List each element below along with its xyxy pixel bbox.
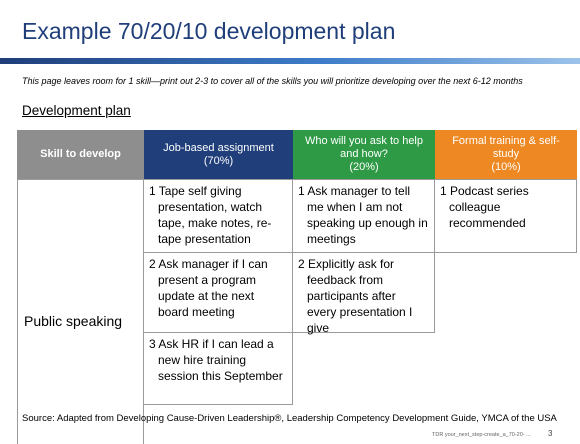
development-plan-table: Skill to develop Job-based assignment (7… — [17, 130, 577, 444]
footer-text: TDR your_next_step-create_a_70-20- ... — [432, 432, 531, 438]
header-training-line1: Formal training & self-study — [452, 135, 560, 160]
page-number: 3 — [548, 429, 553, 438]
ask-item-1: 1 Ask manager to tell me when I am not s… — [293, 179, 435, 253]
source-note: Source: Adapted from Developing Cause-Dr… — [22, 413, 557, 424]
header-skill: Skill to develop — [17, 130, 144, 179]
skill-cell: Public speaking — [17, 179, 144, 444]
ask-item-1-text: 1 Ask manager to tell me when I am not s… — [298, 184, 428, 246]
header-who-to-ask: Who will you ask to help and how? (20%) — [293, 130, 435, 179]
header-job-line2: (70%) — [203, 154, 234, 167]
job-item-2-text: 2 Ask manager if I can present a program… — [149, 257, 268, 319]
job-item-3: 3 Ask HR if I can lead a new hire traini… — [144, 333, 293, 405]
slide-title: Example 70/20/10 development plan — [22, 18, 396, 44]
header-skill-label: Skill to develop — [40, 148, 121, 160]
title-divider — [0, 58, 580, 64]
job-item-2: 2 Ask manager if I can present a program… — [144, 253, 293, 333]
skill-label: Public speaking — [24, 312, 123, 329]
slide-subtitle: This page leaves room for 1 skill—print … — [22, 76, 523, 86]
job-item-3-text: 3 Ask HR if I can lead a new hire traini… — [149, 337, 283, 383]
header-job-based: Job-based assignment (70%) — [144, 130, 293, 179]
header-job-line1: Job-based assignment — [163, 141, 274, 154]
header-ask-line2: (20%) — [349, 161, 379, 173]
header-ask-line1: Who will you ask to help and how? — [305, 135, 423, 160]
ask-item-2: 2 Explicitly ask for feedback from parti… — [293, 253, 435, 335]
training-item-1: 1 Podcast series colleague recommended — [435, 179, 577, 253]
job-item-1: 1 Tape self giving presentation, watch t… — [144, 179, 293, 253]
section-label: Development plan — [22, 103, 131, 118]
job-item-1-text: 1 Tape self giving presentation, watch t… — [149, 184, 272, 246]
header-training-line2: (10%) — [491, 161, 521, 173]
training-item-1-text: 1 Podcast series colleague recommended — [440, 184, 529, 230]
header-formal-training: Formal training & self-study (10%) — [435, 130, 577, 179]
ask-item-2-text: 2 Explicitly ask for feedback from parti… — [298, 257, 413, 335]
